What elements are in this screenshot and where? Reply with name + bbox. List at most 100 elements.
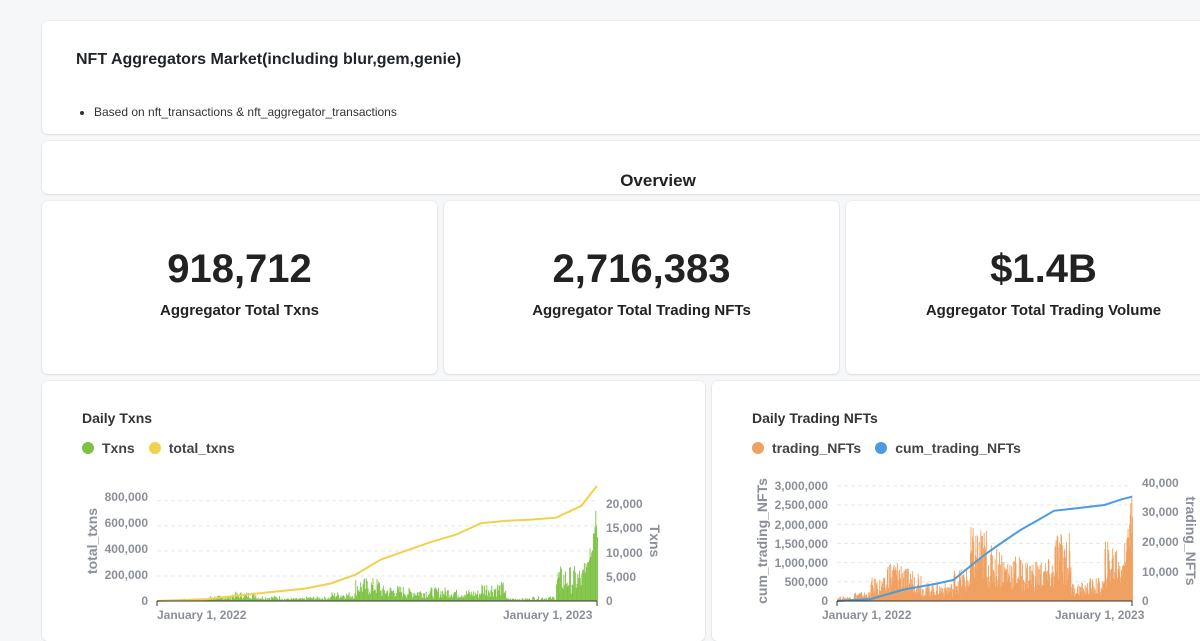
bar: [488, 591, 489, 601]
bar: [503, 582, 504, 601]
bar: [577, 584, 578, 601]
bar: [486, 590, 487, 601]
bar: [409, 588, 410, 601]
bar: [441, 591, 442, 601]
bar: [560, 567, 561, 601]
bar: [586, 564, 587, 601]
bar: [584, 563, 585, 601]
y-left-tick-label: 2,000,000: [775, 518, 829, 532]
bar: [450, 595, 451, 601]
bar: [415, 595, 416, 601]
bar: [377, 579, 378, 601]
bar: [404, 593, 405, 601]
bar: [578, 578, 579, 601]
bar: [240, 593, 241, 601]
bar: [564, 585, 565, 601]
bar: [590, 557, 591, 601]
description-item: Based on nft_transactions & nft_aggregat…: [94, 105, 397, 119]
bar: [386, 594, 387, 601]
bar: [482, 586, 483, 601]
bar: [395, 597, 396, 601]
bar: [350, 596, 351, 601]
description-list: Based on nft_transactions & nft_aggregat…: [94, 105, 397, 119]
bar: [352, 596, 353, 601]
daily-trading-nfts-chart[interactable]: 3,000,000 2,500,000 2,000,000 1,500,000 …: [712, 381, 1200, 641]
bar: [448, 590, 449, 601]
bar: [414, 593, 415, 601]
bar: [477, 590, 478, 601]
bar: [500, 596, 501, 601]
bar: [504, 593, 505, 601]
bar: [568, 587, 569, 601]
bar: [495, 590, 496, 601]
bar: [432, 596, 433, 601]
bar: [418, 596, 419, 601]
bar: [437, 592, 438, 601]
bar: [463, 595, 464, 601]
bar: [466, 591, 467, 601]
bar: [534, 598, 535, 601]
bar: [347, 596, 348, 601]
bar: [241, 592, 242, 601]
bar: [554, 597, 555, 601]
bar: [262, 596, 263, 601]
stat-value: 918,712: [42, 247, 437, 292]
bar: [410, 592, 411, 601]
bar: [426, 592, 427, 601]
bar: [585, 572, 586, 601]
bar: [504, 592, 505, 601]
bar: [308, 598, 309, 601]
bar: [478, 598, 479, 601]
overview-section-card: Overview: [42, 141, 1200, 194]
bar: [333, 596, 334, 601]
bar: [406, 598, 407, 601]
bar: [460, 597, 461, 601]
bar: [502, 584, 503, 601]
bar: [358, 591, 359, 601]
bar: [487, 596, 488, 601]
bar: [436, 590, 437, 601]
bar: [436, 589, 437, 601]
bar: [562, 587, 563, 601]
bar: [549, 597, 550, 601]
bar: [331, 597, 332, 601]
bar: [574, 566, 575, 601]
bar: [255, 595, 256, 601]
bar: [568, 585, 569, 601]
stat-value: 2,716,383: [444, 247, 839, 292]
bar: [559, 572, 560, 601]
bar: [550, 596, 551, 601]
bar: [468, 590, 469, 601]
bar: [359, 590, 360, 601]
y-left-tick-label: 2,500,000: [775, 498, 829, 512]
bar: [595, 511, 596, 601]
bar: [454, 592, 455, 601]
y-left-tick-label: 400,000: [105, 542, 149, 556]
bar: [382, 596, 383, 601]
bar: [357, 586, 358, 601]
bar: [465, 596, 466, 601]
bar: [388, 596, 389, 601]
bar: [378, 581, 379, 601]
daily-txns-chart[interactable]: 800,000 600,000 400,000 200,000 0 20,000…: [42, 381, 705, 641]
bar: [593, 534, 594, 601]
bar: [381, 590, 382, 601]
bar: [396, 593, 397, 601]
y-left-tick-label: 0: [821, 594, 828, 608]
bar: [486, 585, 487, 601]
bar: [481, 593, 482, 601]
stat-label: Aggregator Total Trading Volume: [846, 302, 1200, 319]
bar: [349, 592, 350, 601]
bar: [438, 588, 439, 601]
bar: [472, 596, 473, 601]
bar: [370, 594, 371, 601]
bar: [377, 585, 378, 601]
bar: [473, 591, 474, 601]
y-right-tick-label: 40,000: [1142, 476, 1179, 490]
bar: [368, 588, 369, 601]
x-tick-label: January 1, 2023: [503, 608, 593, 622]
bar: [431, 587, 432, 601]
bar: [582, 570, 583, 601]
bar: [456, 590, 457, 601]
bar: [364, 578, 365, 601]
